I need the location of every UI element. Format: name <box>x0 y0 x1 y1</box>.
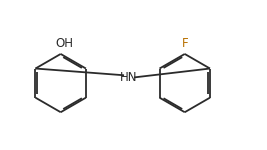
Text: OH: OH <box>55 37 73 50</box>
Text: F: F <box>182 37 188 50</box>
Text: HN: HN <box>120 71 138 84</box>
